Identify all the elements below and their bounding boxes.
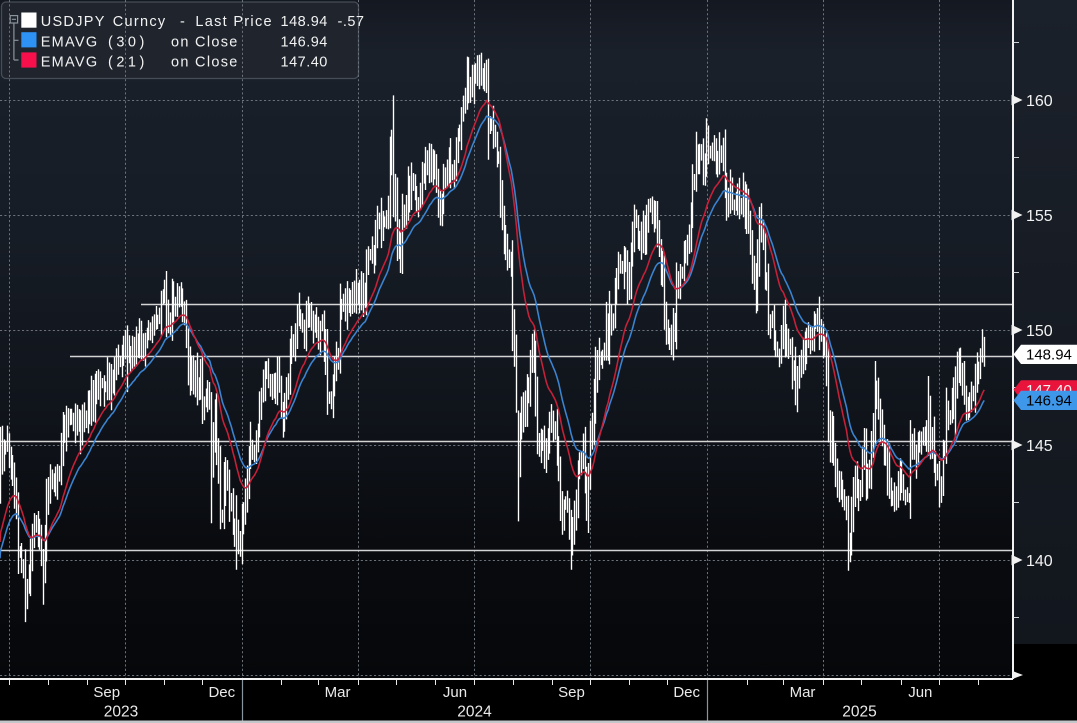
- svg-text:148.94: 148.94: [281, 14, 328, 30]
- svg-text:160: 160: [1026, 93, 1053, 110]
- svg-text:145: 145: [1026, 438, 1053, 455]
- svg-text:146.94: 146.94: [1026, 393, 1072, 410]
- svg-text:(30): (30): [108, 34, 148, 50]
- svg-text:-.57: -.57: [338, 14, 365, 30]
- svg-text:Dec: Dec: [673, 684, 700, 701]
- svg-text:Curncy: Curncy: [113, 14, 167, 30]
- svg-text:Dec: Dec: [208, 684, 235, 701]
- svg-text:150: 150: [1026, 323, 1053, 340]
- svg-text:Jun: Jun: [443, 684, 467, 701]
- svg-text:(21): (21): [108, 55, 148, 71]
- svg-text:Mar: Mar: [790, 684, 816, 701]
- svg-text:147.40: 147.40: [281, 55, 328, 71]
- svg-text:USDJPY: USDJPY: [41, 14, 106, 30]
- svg-text:EMAVG: EMAVG: [41, 34, 99, 50]
- svg-text:Last Price: Last Price: [195, 14, 272, 30]
- svg-text:on Close: on Close: [171, 34, 239, 50]
- svg-text:140: 140: [1026, 553, 1053, 570]
- svg-text:2025: 2025: [842, 704, 876, 721]
- svg-text:Sep: Sep: [93, 684, 120, 701]
- svg-text:2024: 2024: [457, 704, 492, 721]
- svg-text:155: 155: [1026, 208, 1053, 225]
- svg-text:on Close: on Close: [171, 55, 239, 71]
- svg-text:148.94: 148.94: [1026, 347, 1072, 364]
- svg-text:EMAVG: EMAVG: [41, 55, 99, 71]
- svg-text:-: -: [180, 14, 185, 30]
- svg-text:2023: 2023: [104, 704, 138, 721]
- svg-text:Sep: Sep: [558, 684, 585, 701]
- svg-text:146.94: 146.94: [281, 34, 328, 50]
- svg-text:Mar: Mar: [325, 684, 351, 701]
- svg-text:Jun: Jun: [908, 684, 932, 701]
